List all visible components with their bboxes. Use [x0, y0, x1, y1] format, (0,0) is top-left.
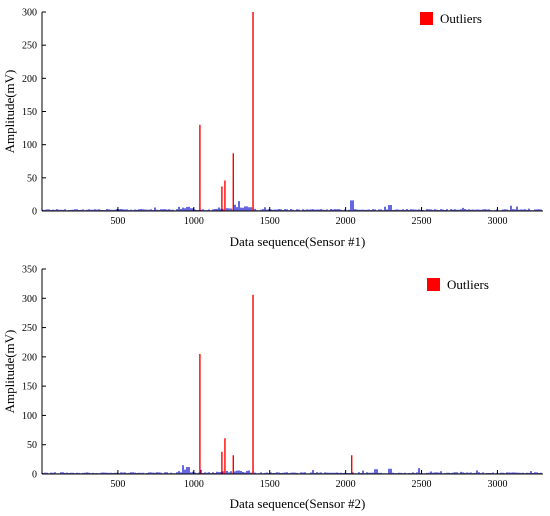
y-tick-label: 50	[27, 440, 37, 451]
y-ticks: 0 50 100 150 200 250 300 350	[22, 265, 46, 481]
y-axis-title: Amplitude(mV)	[2, 330, 17, 414]
x-tick-label: 2500	[412, 216, 432, 227]
legend-label-outliers: Outliers	[440, 11, 482, 26]
y-ticks: 0 50 100 150 200 250 300	[22, 8, 46, 218]
y-tick-label: 0	[32, 207, 37, 218]
x-tick-label: 1000	[184, 479, 204, 490]
y-tick-label: 300	[22, 294, 37, 305]
y-tick-label: 250	[22, 323, 37, 334]
legend-swatch-outliers	[420, 12, 433, 25]
panel-sensor-1: 500 1000 1500 2000 2500 3000 0 50 100 150 200 250 30…	[2, 8, 543, 249]
outlier-series	[199, 294, 353, 474]
y-tick-label: 150	[22, 382, 37, 393]
x-tick-label: 1500	[260, 216, 280, 227]
x-tick-label: 500	[110, 216, 125, 227]
y-tick-label: 50	[27, 173, 37, 184]
legend: Outliers	[420, 11, 482, 26]
outlier-series	[199, 12, 254, 211]
y-axis-title: Amplitude(mV)	[2, 70, 17, 154]
legend-swatch-outliers	[427, 278, 440, 291]
x-tick-label: 2000	[336, 216, 356, 227]
y-tick-label: 150	[22, 107, 37, 118]
y-tick-label: 300	[22, 8, 37, 19]
x-axis-title: Data sequence(Sensor #1)	[230, 234, 366, 249]
x-tick-label: 1000	[184, 216, 204, 227]
x-tick-label: 1500	[260, 479, 280, 490]
legend: Outliers	[427, 277, 489, 292]
y-tick-label: 0	[32, 470, 37, 481]
x-tick-label: 2000	[336, 479, 356, 490]
y-tick-label: 200	[22, 352, 37, 363]
x-tick-label: 2500	[412, 479, 432, 490]
x-tick-label: 500	[110, 479, 125, 490]
x-tick-label: 3000	[487, 216, 507, 227]
x-ticks: 500 1000 1500 2000 2500 3000	[110, 470, 507, 490]
panel-sensor-2: 500 1000 1500 2000 2500 3000 0 50 100 150 200 250 30…	[2, 265, 543, 511]
x-ticks: 500 1000 1500 2000 2500 3000	[110, 207, 507, 227]
y-tick-label: 200	[22, 74, 37, 85]
legend-label-outliers: Outliers	[447, 277, 489, 292]
x-axis-title: Data sequence(Sensor #2)	[230, 496, 366, 511]
y-tick-label: 100	[22, 140, 37, 151]
y-tick-label: 250	[22, 41, 37, 52]
x-tick-label: 3000	[487, 479, 507, 490]
y-tick-label: 350	[22, 265, 37, 276]
y-tick-label: 100	[22, 411, 37, 422]
